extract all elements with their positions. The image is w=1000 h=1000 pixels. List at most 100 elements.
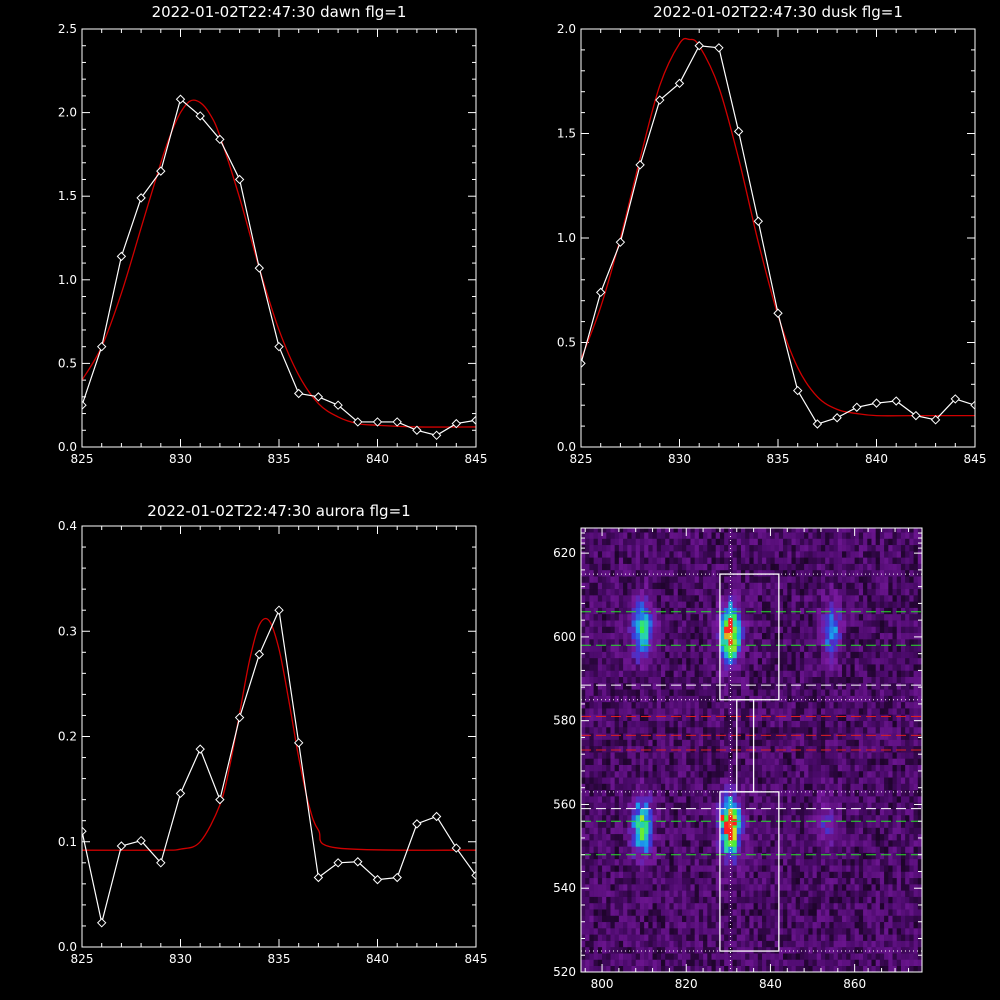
heatmap-cell [703, 651, 708, 659]
heatmap-cell [602, 814, 607, 822]
heatmap-cell [614, 645, 620, 652]
heatmap-cell [677, 877, 683, 885]
heatmap-cell [610, 858, 615, 866]
heatmap-cell [639, 733, 645, 740]
heatmap-cell [913, 777, 919, 784]
heatmap-cell [690, 965, 695, 972]
heatmap-cell [652, 871, 658, 879]
heatmap-cell [589, 840, 594, 847]
heatmap-cell [627, 726, 632, 734]
heatmap-cell [757, 959, 763, 967]
heatmap-cell [787, 777, 792, 784]
heatmap-cell [711, 884, 717, 891]
heatmap-cell [610, 708, 615, 715]
heatmap-cell [631, 821, 637, 828]
heatmap-cell [749, 796, 754, 803]
heatmap-cell [875, 858, 881, 866]
heatmap-cell [753, 682, 759, 690]
heatmap-cell [690, 909, 695, 916]
heatmap-cell [736, 890, 742, 897]
heatmap-cell [631, 752, 637, 759]
heatmap-cell [652, 852, 658, 860]
heatmap-cell [846, 613, 851, 621]
heatmap-cell [618, 821, 624, 828]
heatmap-cell [694, 865, 700, 872]
heatmap-cell [639, 764, 645, 772]
heatmap-cell [682, 789, 687, 797]
heatmap-cell [783, 946, 788, 954]
heatmap-cell [778, 959, 784, 967]
heatmap-cell [694, 726, 700, 734]
heatmap-cell [656, 877, 662, 885]
heatmap-cell [610, 670, 615, 677]
heatmap-cell [665, 789, 670, 797]
heatmap-cell [825, 664, 830, 671]
heatmap-cell [589, 695, 594, 703]
heatmap-cell [627, 657, 632, 665]
heatmap-cell [820, 670, 826, 677]
heatmap-cell [770, 953, 775, 960]
heatmap-cell [808, 902, 813, 910]
heatmap-cell [757, 645, 763, 652]
heatmap-cell [694, 802, 700, 809]
heatmap-cell [850, 739, 855, 747]
heatmap-cell [690, 796, 695, 803]
heatmap-cell [732, 783, 738, 791]
heatmap-cell [808, 934, 813, 941]
heatmap-cell [816, 940, 822, 948]
heatmap-cell [724, 689, 729, 696]
heatmap-cell [791, 689, 797, 696]
heatmap-cell [896, 639, 902, 646]
heatmap-cell [635, 777, 641, 784]
heatmap-cell [665, 814, 670, 822]
heatmap-cell [698, 858, 704, 866]
heatmap-cell [753, 796, 759, 803]
heatmap-cell [888, 802, 893, 809]
heatmap-cell [724, 934, 729, 941]
heatmap-cell [639, 664, 645, 671]
dawn-data-point [156, 166, 166, 176]
heatmap-cell [673, 758, 679, 765]
heatmap-cell [879, 940, 885, 948]
heatmap-cell [724, 739, 729, 747]
heatmap-cell [610, 796, 615, 803]
heatmap-cell [871, 670, 876, 677]
heatmap-cell [581, 846, 586, 853]
heatmap-cell [850, 714, 855, 721]
heatmap-cell [825, 632, 830, 640]
heatmap-cell [854, 890, 860, 897]
heatmap-cell [585, 632, 590, 640]
heatmap-cell [808, 670, 813, 677]
heatmap-cell [812, 965, 818, 972]
heatmap-cell [863, 940, 868, 948]
aurora-xtick-label: 830 [169, 952, 192, 966]
heatmap-cell [656, 695, 662, 703]
heatmap-cell [842, 695, 847, 703]
heatmap-cell [816, 695, 822, 703]
heatmap-cell [585, 645, 590, 652]
heatmap-cell [614, 934, 620, 941]
heatmap-cell [589, 764, 594, 772]
heatmap-cell [837, 676, 843, 684]
heatmap-cell [656, 890, 662, 897]
heatmap-cell [879, 890, 885, 897]
heatmap-cell [757, 858, 763, 866]
heatmap-cell [635, 645, 641, 652]
heatmap-cell [631, 846, 637, 853]
heatmap-cell [660, 770, 666, 778]
heatmap-cell [825, 733, 830, 740]
heatmap-cell [867, 934, 872, 941]
heatmap-cell [623, 639, 628, 646]
heatmap-cell [871, 934, 876, 941]
heatmap-cell [606, 846, 611, 853]
heatmap-cell [837, 934, 843, 941]
heatmap-cell [829, 651, 834, 659]
heatmap-cell [808, 827, 813, 835]
heatmap-cell [602, 953, 607, 960]
heatmap-cell [749, 884, 754, 891]
heatmap-cell [757, 921, 763, 929]
heatmap-cell [892, 852, 898, 860]
heatmap-cell [639, 884, 645, 891]
heatmap-cell [673, 796, 679, 803]
heatmap-cell [585, 940, 590, 948]
